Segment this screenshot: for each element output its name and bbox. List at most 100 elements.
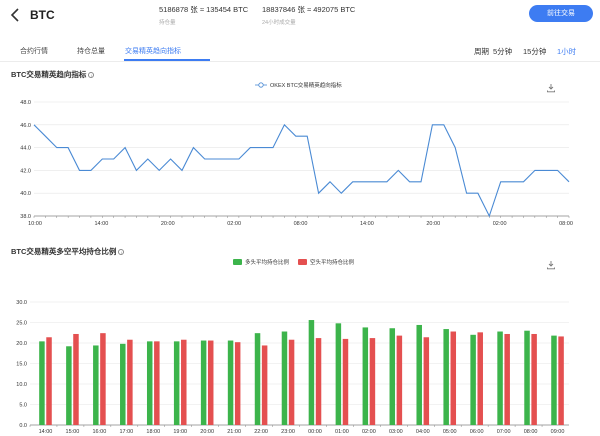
long-bar: [470, 334, 476, 425]
short-bar: [450, 331, 457, 425]
download-icon[interactable]: [546, 260, 556, 270]
short-bar: [369, 338, 376, 425]
x-tick-label: 08:00: [559, 221, 573, 227]
volume-stat: 18837846 张 ≈ 492075 BTC 24小时成交量: [262, 4, 355, 26]
trend-chart-title: BTC交易精英趋向指标 i: [11, 69, 95, 80]
short-bar: [558, 336, 564, 425]
y-tick-label: 42.0: [20, 168, 31, 174]
y-tick-label: 30.0: [16, 300, 27, 306]
long-bar: [173, 341, 180, 425]
short-bar: [342, 338, 349, 425]
x-tick-label: 17:00: [119, 429, 133, 435]
series-line: [33, 123, 570, 218]
short-bar: [127, 339, 133, 425]
y-tick-label: 15.0: [16, 362, 27, 368]
long-bar: [281, 331, 288, 425]
y-tick-label: 44.0: [20, 146, 31, 152]
info-icon[interactable]: i: [88, 72, 95, 79]
long-bar: [66, 346, 72, 425]
period-5min[interactable]: 5分钟: [493, 47, 513, 56]
short-bar: [154, 341, 160, 425]
long-bar: [120, 343, 126, 425]
long-bar: [93, 345, 99, 425]
x-tick-label: 05:00: [443, 429, 457, 435]
tab-contract-market[interactable]: 合约行情: [20, 48, 48, 55]
long-bar: [308, 320, 315, 425]
x-tick-label: 02:00: [493, 221, 507, 227]
x-tick-label: 02:00: [362, 429, 376, 435]
y-tick-label: 40.0: [20, 191, 31, 197]
y-tick-label: 5.0: [19, 403, 27, 409]
open-interest-label: 持仓量: [159, 20, 176, 26]
x-tick-label: 10:00: [28, 221, 42, 227]
long-bar: [227, 340, 234, 425]
y-tick-label: 25.0: [16, 321, 27, 327]
open-interest-stat: 5186878 张 ≈ 135454 BTC 持仓量: [159, 4, 248, 26]
y-tick-label: 38.0: [20, 214, 31, 220]
long-bar: [524, 330, 530, 425]
x-tick-label: 14:00: [94, 221, 108, 227]
long-bar: [389, 328, 396, 425]
x-tick-label: 21:00: [227, 429, 241, 435]
y-tick-label: 20.0: [16, 341, 27, 347]
short-bar: [423, 337, 430, 425]
period-15min[interactable]: 15分钟: [523, 47, 547, 56]
x-tick-label: 00:00: [308, 429, 322, 435]
tab-elite-trend[interactable]: 交易精英趋向指标: [125, 48, 181, 55]
long-bar: [200, 340, 207, 425]
x-tick-label: 06:00: [470, 429, 484, 435]
short-bar: [207, 340, 214, 425]
x-tick-label: 02:00: [227, 221, 241, 227]
x-tick-label: 16:00: [92, 429, 106, 435]
long-bar: [335, 323, 342, 425]
x-tick-label: 03:00: [389, 429, 403, 435]
period-1hour[interactable]: 1小时: [557, 47, 577, 56]
x-tick-label: 07:00: [497, 429, 511, 435]
x-tick-label: 22:00: [254, 429, 268, 435]
long-bar: [362, 327, 369, 425]
long-bar: [443, 329, 449, 425]
short-bar: [531, 333, 537, 425]
legend-label-short: 空头平均持仓比例: [310, 258, 355, 266]
y-tick-label: 10.0: [16, 382, 27, 388]
short-bar: [504, 333, 510, 425]
y-tick-label: 48.0: [20, 100, 31, 106]
tab-open-interest[interactable]: 持仓总量: [77, 48, 105, 55]
x-tick-label: 20:00: [200, 429, 214, 435]
go-trade-button[interactable]: 前往交易: [529, 5, 593, 22]
short-bar: [315, 338, 322, 425]
short-bar: [73, 333, 79, 425]
volume-value: 18837846 张 ≈ 492075 BTC: [262, 5, 356, 14]
x-tick-label: 23:00: [281, 429, 295, 435]
y-tick-label: 46.0: [20, 123, 31, 129]
back-chevron-icon[interactable]: [10, 8, 22, 22]
download-icon[interactable]: [546, 83, 556, 93]
long-bar: [416, 324, 422, 425]
legend-swatch-long: [233, 259, 242, 265]
short-bar: [46, 337, 52, 425]
long-bar: [146, 341, 153, 425]
x-tick-label: 19:00: [173, 429, 187, 435]
x-tick-label: 04:00: [416, 429, 430, 435]
short-bar: [261, 345, 268, 425]
short-bar: [396, 335, 403, 425]
ratio-chart-title: BTC交易精英多空平均持仓比例 i: [11, 246, 125, 257]
tab-bar: 合约行情 持仓总量 交易精英趋向指标 周期 5分钟 15分钟 1小时: [0, 42, 600, 62]
x-tick-label: 09:00: [551, 429, 565, 435]
short-bar: [477, 332, 483, 425]
ratio-chart-title-text: BTC交易精英多空平均持仓比例: [11, 247, 117, 256]
x-tick-label: 08:00: [524, 429, 538, 435]
long-bar: [497, 331, 503, 425]
active-tab-indicator: [124, 59, 210, 61]
x-tick-label: 20:00: [161, 221, 175, 227]
info-icon[interactable]: i: [118, 249, 125, 256]
x-tick-label: 14:00: [360, 221, 374, 227]
x-tick-label: 01:00: [335, 429, 349, 435]
short-bar: [181, 339, 187, 425]
open-interest-value: 5186878 张 ≈ 135454 BTC: [159, 5, 249, 14]
y-tick-label: 0.0: [19, 423, 27, 429]
x-tick-label: 08:00: [294, 221, 308, 227]
trend-chart-title-text: BTC交易精英趋向指标: [11, 70, 87, 79]
legend-marker: [258, 82, 264, 88]
